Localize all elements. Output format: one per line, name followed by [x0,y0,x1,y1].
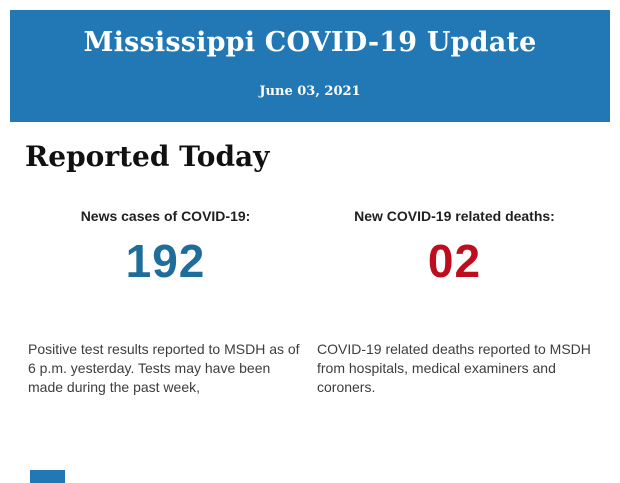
new-cases-value: 192 [125,235,206,287]
page-title: Mississippi COVID-19 Update [83,27,537,58]
new-deaths-value: 02 [427,235,482,287]
new-cases-label: News cases of COVID-19: [80,208,251,224]
new-deaths-label: New COVID-19 related deaths: [354,208,555,224]
next-section-peek [30,470,65,483]
header-date: June 03, 2021 [259,84,361,99]
header-banner: Mississippi COVID-19 Update June 03, 202… [10,10,610,122]
stat-new-cases: News cases of COVID-19: 192 Positive tes… [28,208,303,397]
stats-row: News cases of COVID-19: 192 Positive tes… [28,208,592,397]
new-deaths-description: COVID-19 related deaths reported to MSDH… [317,341,591,395]
stat-new-deaths: New COVID-19 related deaths: 02 COVID-19… [317,208,592,397]
new-cases-description: Positive test results reported to MSDH a… [28,341,300,395]
section-title: Reported Today [25,140,270,173]
